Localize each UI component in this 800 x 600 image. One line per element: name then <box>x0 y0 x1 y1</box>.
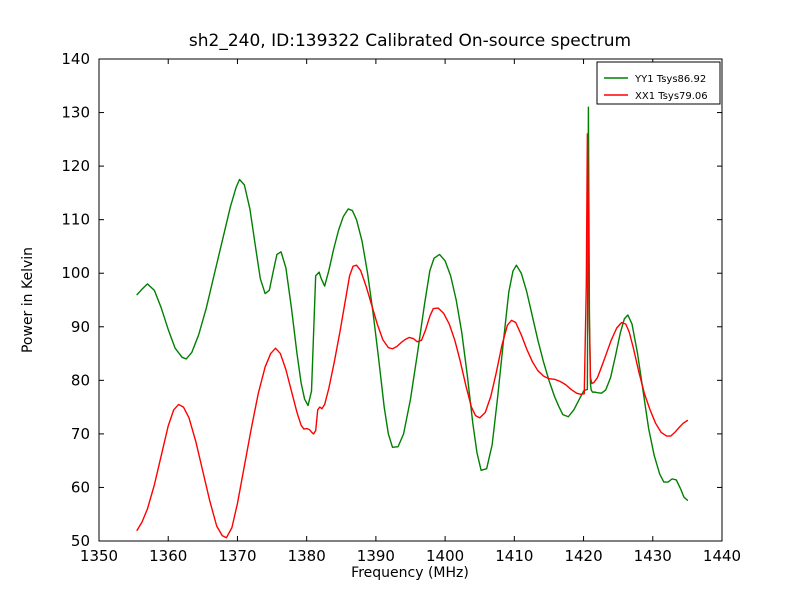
y-axis-label: Power in Kelvin <box>20 247 36 353</box>
x-tick-label: 1430 <box>634 547 672 565</box>
y-tick-label: 130 <box>61 104 90 122</box>
y-axis-ticks: 50 60 70 80 90 100 110 120 130 140 <box>61 50 722 550</box>
x-axis-label: Frequency (MHz) <box>351 565 469 581</box>
legend-entries: YY1 Tsys86.92 XX1 Tsys79.06 <box>604 74 708 102</box>
plot-area <box>98 58 723 542</box>
series-line-yy1 <box>136 106 689 501</box>
y-tick-label: 80 <box>71 371 90 389</box>
x-tick-label: 1360 <box>149 547 187 565</box>
y-tick-label: 110 <box>61 211 90 229</box>
y-tick-label: 60 <box>71 478 90 496</box>
x-tick-label: 1350 <box>80 547 118 565</box>
legend-box <box>596 61 721 105</box>
y-tick-label: 120 <box>61 157 90 175</box>
data-series-group <box>136 106 689 539</box>
series-line-xx1 <box>136 133 689 539</box>
y-tick-label: 70 <box>71 425 90 443</box>
x-tick-label: 1410 <box>495 547 533 565</box>
x-tick-label: 1440 <box>703 547 741 565</box>
x-tick-label: 1390 <box>357 547 395 565</box>
y-tick-label: 140 <box>61 50 90 68</box>
x-tick-label: 1370 <box>218 547 256 565</box>
legend-label: YY1 Tsys86.92 <box>634 74 706 85</box>
y-tick-label: 50 <box>71 532 90 550</box>
legend-label: XX1 Tsys79.06 <box>635 91 708 102</box>
legend: YY1 Tsys86.92 XX1 Tsys79.06 <box>596 61 721 105</box>
x-tick-label: 1400 <box>426 547 464 565</box>
y-tick-label: 90 <box>71 318 90 336</box>
y-tick-label: 100 <box>61 264 90 282</box>
x-tick-label: 1420 <box>564 547 602 565</box>
x-axis-ticks: 1350 1360 1370 1380 1390 1400 1410 1420 1430 1440 <box>80 59 741 565</box>
x-tick-label: 1380 <box>288 547 326 565</box>
chart-title: sh2_240, ID:139322 Calibrated On-source … <box>189 31 631 51</box>
